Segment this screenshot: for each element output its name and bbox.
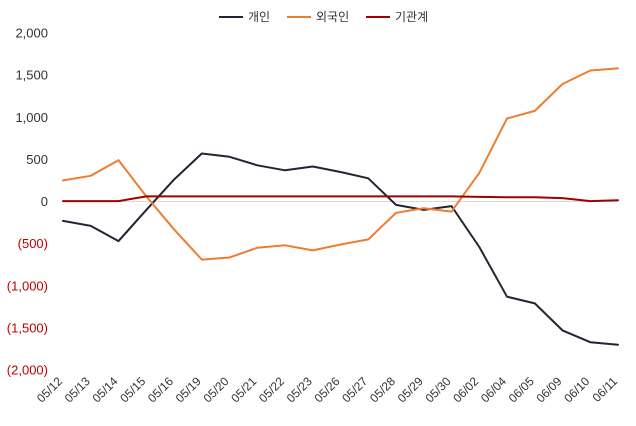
y-tick-label: (1,000) — [7, 278, 48, 293]
x-tick-label: 05/27 — [339, 374, 370, 405]
legend-label-0: 개인 — [248, 10, 270, 24]
x-tick-label: 06/10 — [561, 374, 592, 405]
x-tick-label: 06/05 — [506, 374, 537, 405]
x-tick-label: 06/02 — [450, 374, 481, 405]
x-tick-label: 05/28 — [367, 374, 398, 405]
x-tick-label: 06/04 — [478, 374, 509, 405]
y-tick-label: 2,000 — [15, 26, 48, 41]
x-tick-label: 05/23 — [284, 374, 315, 405]
x-tick-label: 05/16 — [145, 374, 176, 405]
x-tick-label: 05/20 — [200, 374, 231, 405]
series-line-0 — [62, 152, 619, 346]
y-tick-label: 1,000 — [15, 110, 48, 125]
x-tick-label: 05/21 — [228, 374, 259, 405]
legend-label-2: 기관계 — [395, 10, 428, 24]
x-tick-label: 05/26 — [311, 374, 342, 405]
y-tick-label: (1,500) — [7, 320, 48, 335]
y-tick-label: 1,500 — [15, 68, 48, 83]
legend-label-1: 외국인 — [316, 10, 349, 24]
series-line-1 — [62, 67, 619, 261]
x-tick-label: 05/29 — [395, 374, 426, 405]
y-tick-label: (2,000) — [7, 363, 48, 378]
x-tick-label: 05/15 — [117, 374, 148, 405]
x-tick-label: 06/11 — [590, 374, 621, 405]
legend: 개인 외국인 기관계 — [219, 10, 428, 24]
y-axis: 2,000 1,500 1,000 500 0 (500) (1,000) (1,500) (2… — [7, 26, 48, 378]
x-axis: 05/1205/1305/1405/1505/1605/1905/2005/21… — [34, 374, 620, 405]
x-tick-label: 05/19 — [173, 374, 204, 405]
y-tick-label: 0 — [41, 194, 48, 209]
y-tick-label: (500) — [18, 236, 48, 251]
x-tick-label: 05/14 — [89, 374, 120, 405]
series-layer — [62, 67, 619, 346]
x-tick-label: 06/09 — [533, 374, 564, 405]
x-tick-label: 05/22 — [256, 374, 287, 405]
x-tick-label: 05/13 — [62, 374, 93, 405]
y-tick-label: 500 — [26, 152, 48, 167]
x-tick-label: 05/30 — [422, 374, 453, 405]
x-tick-label: 05/12 — [34, 374, 65, 405]
series-line-2 — [62, 195, 619, 203]
